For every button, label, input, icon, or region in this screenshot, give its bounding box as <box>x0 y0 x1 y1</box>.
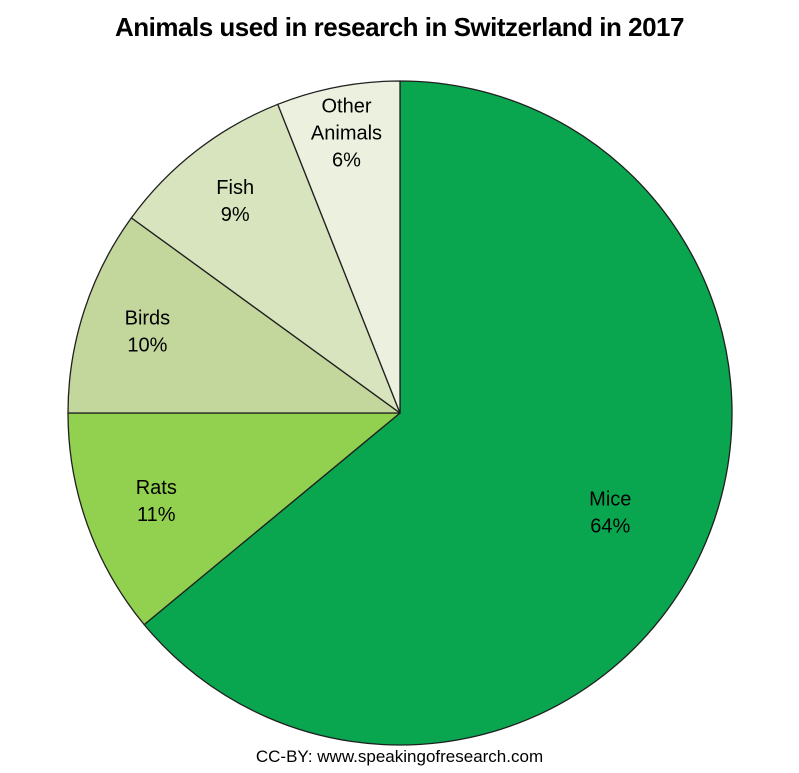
pie-label-other-animals: Other Animals 6% <box>311 96 382 172</box>
pie-slice-mice <box>143 80 733 746</box>
chart-title: Animals used in research in Switzerland … <box>115 12 684 42</box>
pie-slice-birds <box>67 217 401 414</box>
pie-label-fish: Fish 9% <box>216 177 254 226</box>
pie-slice-other-animals <box>277 80 401 414</box>
pie-label-rats: Rats 11% <box>136 477 177 526</box>
credit-line: CC-BY: www.speakingofresearch.com <box>255 747 544 766</box>
pie-slice-rats <box>67 412 401 626</box>
pie-label-mice: Mice 64% <box>589 489 631 538</box>
pie-slice-fish <box>130 103 401 414</box>
pie-label-birds: Birds 10% <box>125 307 171 356</box>
